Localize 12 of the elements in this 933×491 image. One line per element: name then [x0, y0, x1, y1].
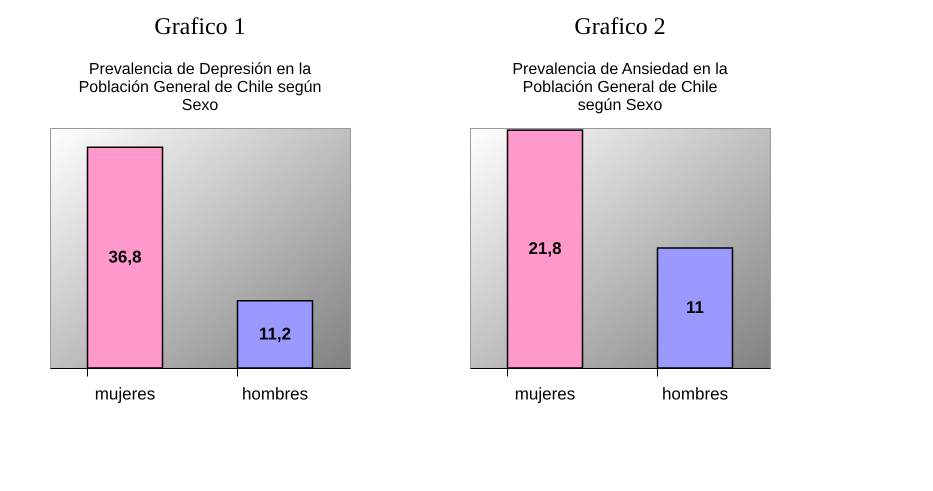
chart-subtitle: Prevalencia de Ansiedad en la Población General de Chile según Sexo [512, 61, 728, 114]
data-label: 36,8 [108, 248, 142, 267]
chart-title: Grafico 1 [154, 14, 246, 40]
chart-title: Grafico 2 [574, 14, 666, 40]
data-label: 11 [686, 298, 704, 317]
chart-subtitle: Prevalencia de Depresión en la Población General de Chile según Sexo [78, 61, 322, 114]
x-tick-label: hombres [242, 384, 308, 404]
data-label: 21,8 [528, 239, 562, 258]
x-tick-label: hombres [662, 384, 728, 404]
data-label: 11,2 [258, 324, 292, 344]
x-tick-label: mujeres [514, 384, 576, 404]
x-tick-label: mujeres [94, 384, 156, 404]
